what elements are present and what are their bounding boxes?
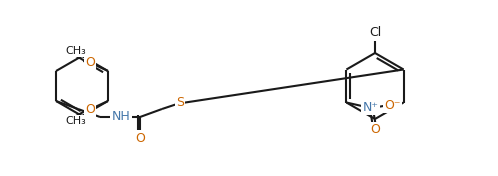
Text: O: O	[135, 131, 145, 144]
Text: CH₃: CH₃	[66, 46, 86, 56]
Text: O⁻: O⁻	[384, 99, 401, 112]
Text: CH₃: CH₃	[66, 116, 86, 126]
Text: S: S	[176, 96, 184, 108]
Text: NH: NH	[112, 111, 130, 124]
Text: O: O	[371, 123, 380, 136]
Text: O: O	[85, 56, 95, 70]
Text: N⁺: N⁺	[363, 101, 378, 114]
Text: O: O	[85, 102, 95, 115]
Text: Cl: Cl	[369, 27, 381, 39]
